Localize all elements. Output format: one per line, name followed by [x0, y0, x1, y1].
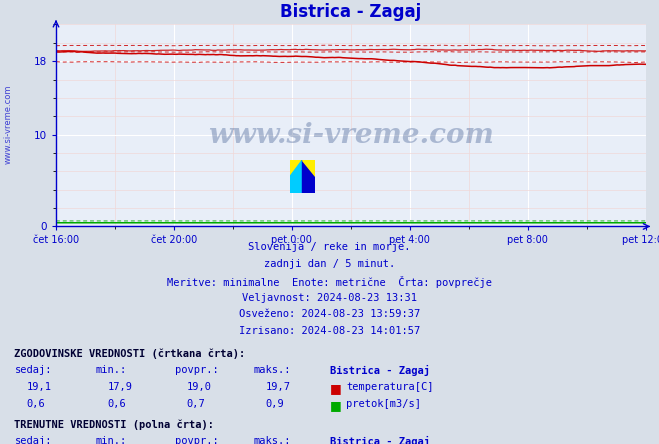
Text: ZGODOVINSKE VREDNOSTI (črtkana črta):: ZGODOVINSKE VREDNOSTI (črtkana črta):	[14, 349, 246, 359]
Text: povpr.:: povpr.:	[175, 436, 218, 444]
Text: povpr.:: povpr.:	[175, 365, 218, 376]
Text: 0,6: 0,6	[26, 399, 45, 409]
Text: 19,0: 19,0	[186, 382, 212, 392]
Text: www.si-vreme.com: www.si-vreme.com	[208, 122, 494, 149]
Text: sedaj:: sedaj:	[14, 436, 52, 444]
Text: ■: ■	[330, 382, 341, 395]
Polygon shape	[302, 160, 315, 177]
Text: 0,7: 0,7	[186, 399, 205, 409]
Text: Bistrica - Zagaj: Bistrica - Zagaj	[330, 436, 430, 444]
Text: zadnji dan / 5 minut.: zadnji dan / 5 minut.	[264, 259, 395, 269]
Text: 0,9: 0,9	[266, 399, 284, 409]
Text: sedaj:: sedaj:	[14, 365, 52, 376]
Text: Izrisano: 2024-08-23 14:01:57: Izrisano: 2024-08-23 14:01:57	[239, 326, 420, 337]
Text: maks.:: maks.:	[254, 436, 291, 444]
Text: Osveženo: 2024-08-23 13:59:37: Osveženo: 2024-08-23 13:59:37	[239, 309, 420, 320]
Text: 19,1: 19,1	[26, 382, 51, 392]
Text: www.si-vreme.com: www.si-vreme.com	[3, 84, 13, 164]
Text: Slovenija / reke in morje.: Slovenija / reke in morje.	[248, 242, 411, 252]
Text: TRENUTNE VREDNOSTI (polna črta):: TRENUTNE VREDNOSTI (polna črta):	[14, 420, 214, 430]
Text: ■: ■	[330, 399, 341, 412]
Text: min.:: min.:	[96, 436, 127, 444]
Text: min.:: min.:	[96, 365, 127, 376]
Title: Bistrica - Zagaj: Bistrica - Zagaj	[280, 4, 422, 21]
Text: 19,7: 19,7	[266, 382, 291, 392]
Text: 0,6: 0,6	[107, 399, 126, 409]
Polygon shape	[302, 160, 315, 193]
Text: maks.:: maks.:	[254, 365, 291, 376]
Text: temperatura[C]: temperatura[C]	[346, 382, 434, 392]
Text: Bistrica - Zagaj: Bistrica - Zagaj	[330, 365, 430, 377]
Text: pretok[m3/s]: pretok[m3/s]	[346, 399, 421, 409]
Text: Veljavnost: 2024-08-23 13:31: Veljavnost: 2024-08-23 13:31	[242, 293, 417, 303]
Text: 17,9: 17,9	[107, 382, 132, 392]
Polygon shape	[290, 160, 302, 177]
Text: Meritve: minimalne  Enote: metrične  Črta: povprečje: Meritve: minimalne Enote: metrične Črta:…	[167, 276, 492, 288]
Polygon shape	[290, 160, 302, 193]
